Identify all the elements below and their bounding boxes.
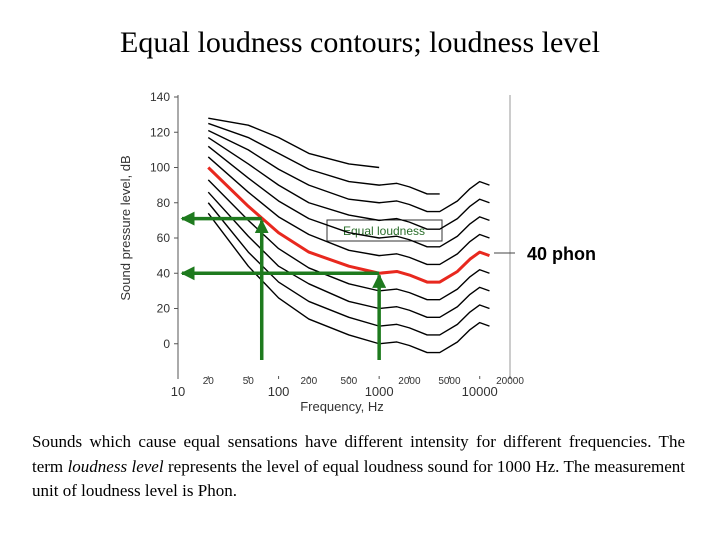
body-run: represents the level of equal loudness s… (32, 456, 685, 501)
x-tick-label: 50 (243, 376, 255, 387)
x-tick-label: 20 (203, 376, 215, 387)
contour (208, 122, 440, 195)
x-tick-label: 10000 (462, 384, 498, 399)
y-tick-label: 40 (157, 266, 171, 280)
curve-label: 40 phon (527, 244, 596, 264)
contour (208, 117, 380, 169)
body-emphasis: loudness level (67, 456, 164, 476)
contour (207, 129, 490, 213)
y-tick-label: 20 (157, 302, 171, 316)
contour (207, 202, 490, 336)
body-text: Sounds which cause equal sensations have… (32, 430, 685, 504)
y-tick-label: 140 (150, 90, 170, 104)
contour (207, 212, 490, 354)
highlight-contour (207, 166, 490, 284)
contour (207, 136, 490, 230)
x-tick-label: 200 (301, 376, 318, 387)
body-run: Sounds which cause equal sensations have… (32, 432, 685, 476)
y-tick-label: 100 (150, 161, 170, 175)
annotation: Equal loudness (343, 224, 425, 238)
x-axis-label: Frequency, Hz (300, 399, 384, 414)
x-tick-label: 500 (341, 376, 358, 387)
contour (207, 191, 490, 319)
slide-title: Equal loudness contours; loudness level (120, 26, 600, 59)
x-tick-label: 20000 (496, 376, 524, 387)
contour (207, 179, 490, 301)
contour (207, 156, 490, 266)
x-tick-label: 2000 (398, 376, 421, 387)
x-tick-label: 10 (171, 384, 185, 399)
y-tick-label: 60 (157, 231, 171, 245)
y-tick-label: 120 (150, 125, 170, 139)
y-tick-label: 0 (163, 337, 170, 351)
x-tick-label: 100 (268, 384, 290, 399)
x-tick-label: 5000 (438, 376, 461, 387)
x-tick-label: 1000 (365, 384, 394, 399)
y-axis-label: Sound pressure level, dB (118, 155, 133, 300)
contour (207, 145, 490, 248)
y-tick-label: 80 (157, 196, 171, 210)
